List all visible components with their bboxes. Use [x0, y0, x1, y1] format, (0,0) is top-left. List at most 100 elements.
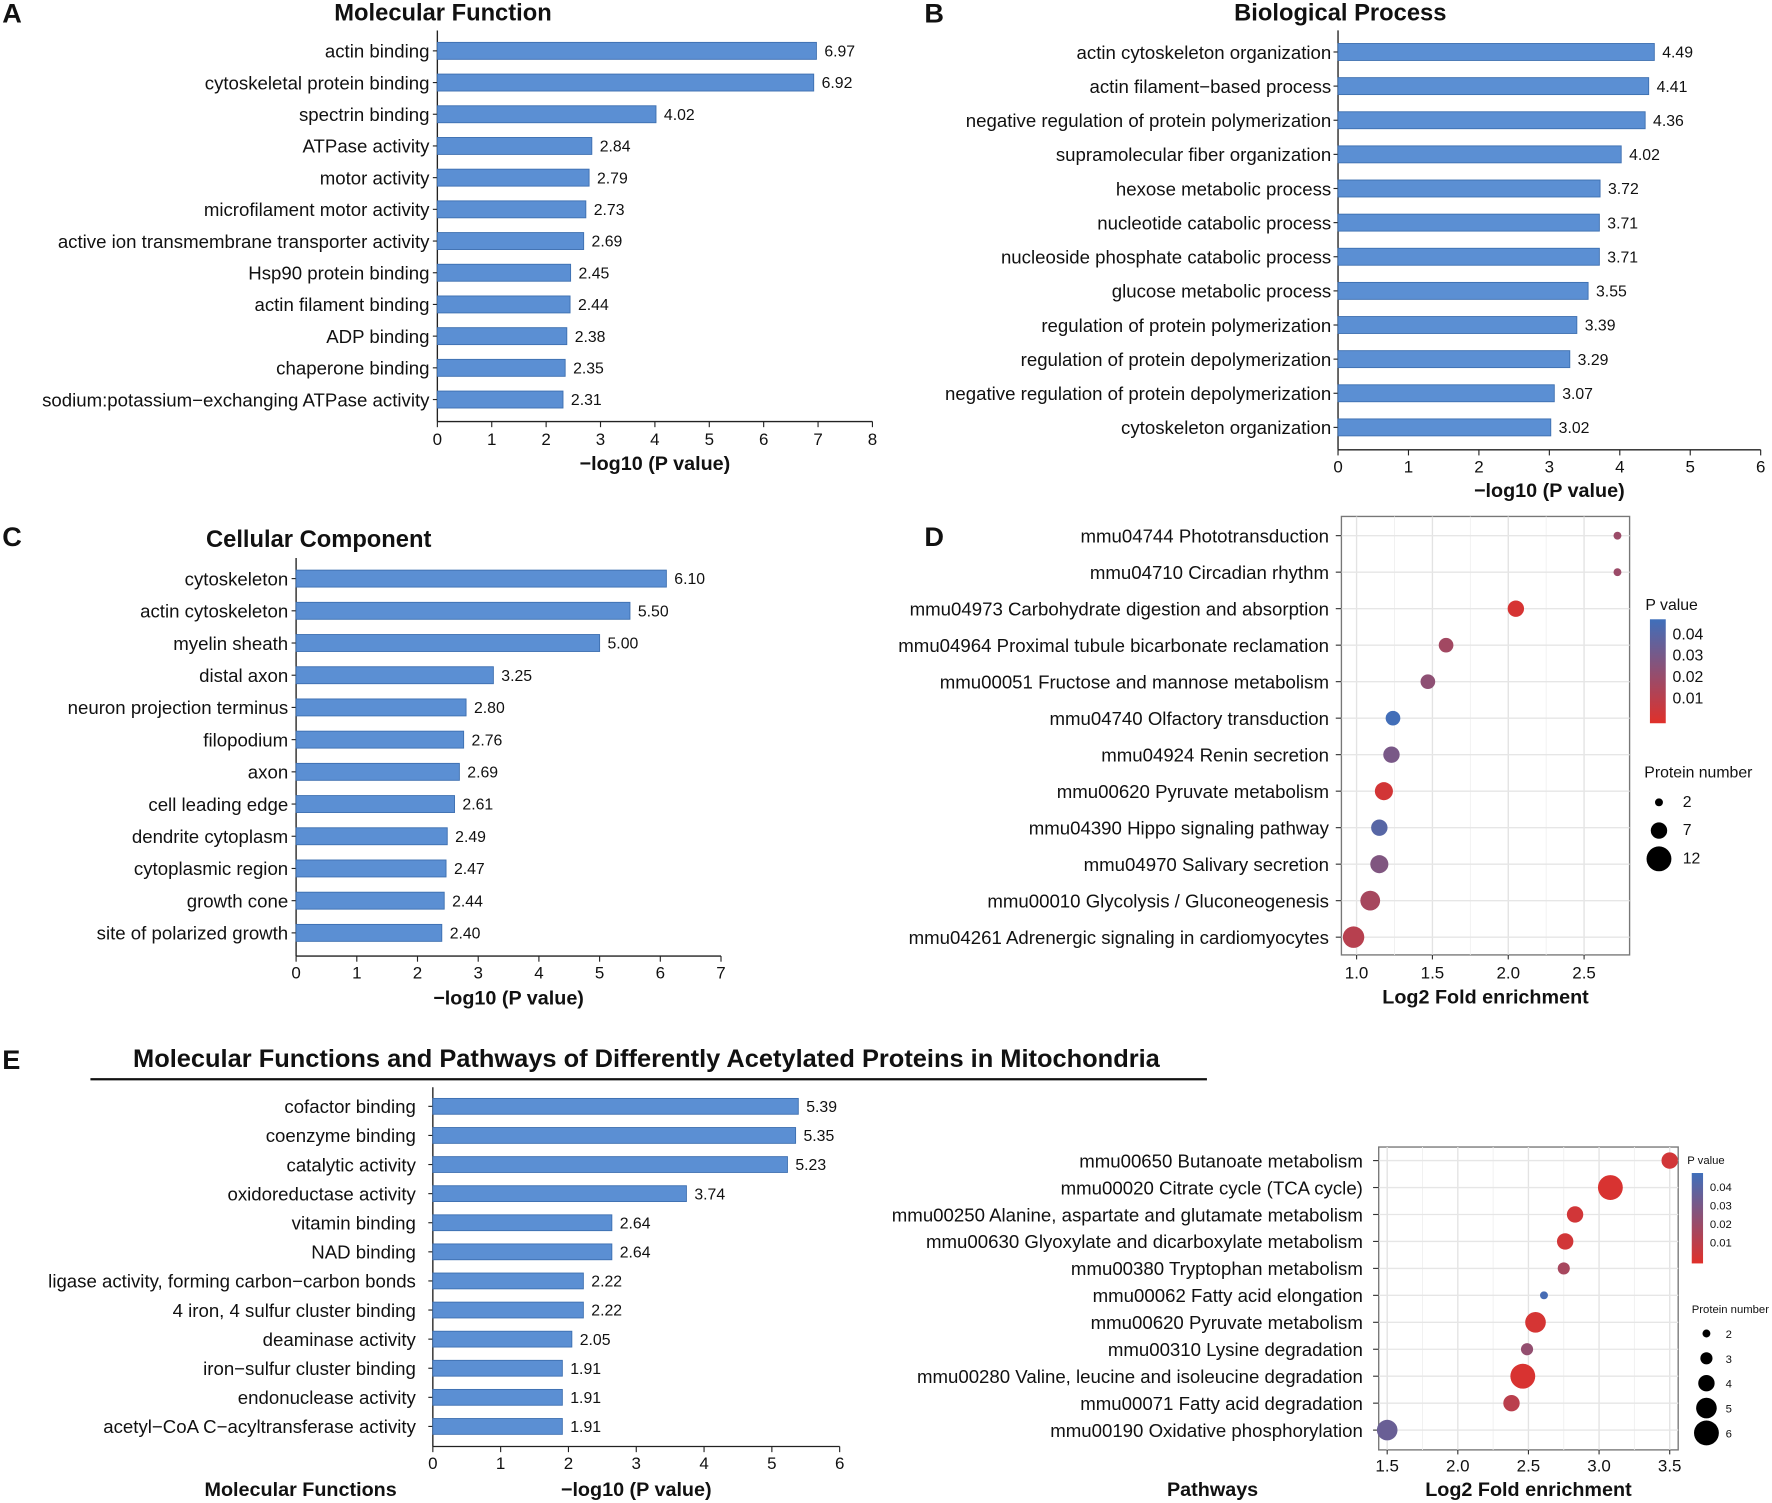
chart-e-value-label: 5.23	[795, 1157, 826, 1174]
chart-d-category-label: mmu04970 Salivary secretion	[1084, 854, 1329, 875]
chart-a-x-tick-label: 3	[596, 430, 605, 449]
chart-c-category-label: actin cytoskeleton	[140, 601, 288, 622]
chart-f-color-legend-tick: 0.03	[1710, 1201, 1732, 1213]
chart-a-category-label: actin binding	[325, 41, 430, 62]
chart-e-x-tick-label: 0	[428, 1454, 437, 1473]
chart-e-x-axis-title: −log10 (P value)	[561, 1479, 712, 1501]
chart-f-size-legend-title: Protein number	[1692, 1304, 1769, 1316]
chart-c-value-label: 2.44	[452, 893, 483, 910]
chart-c-bar	[295, 923, 443, 942]
chart-c-value-label: 2.76	[472, 732, 503, 749]
chart-f-size-legend-dot	[1700, 1352, 1713, 1365]
chart-f-size-legend-label: 6	[1726, 1428, 1732, 1440]
chart-f-category-label: mmu00020 Citrate cycle (TCA cycle)	[1061, 1177, 1363, 1198]
chart-d-size-legend-label: 2	[1683, 794, 1692, 811]
chart-d-size-legend-label: 12	[1683, 850, 1701, 867]
chart-f-category-label: mmu00071 Fatty acid degradation	[1080, 1393, 1363, 1414]
section-e-title: Molecular Functions and Pathways of Diff…	[133, 1045, 1161, 1073]
chart-a-bar	[436, 358, 566, 377]
chart-a-value-label: 2.73	[594, 202, 625, 219]
chart-b-value-label: 4.41	[1657, 79, 1688, 96]
chart-f-x-tick-label: 2.5	[1517, 1456, 1541, 1475]
chart-f-category-label: mmu00280 Valine, leucine and isoleucine …	[917, 1366, 1363, 1387]
chart-c-category-label: axon	[248, 762, 288, 783]
chart-f-point	[1557, 1262, 1570, 1275]
chart-d-category-label: mmu00620 Pyruvate metabolism	[1057, 781, 1329, 802]
chart-a-bar	[436, 105, 657, 124]
chart-e-value-label: 3.74	[694, 1186, 725, 1203]
chart-b-bar	[1337, 350, 1571, 369]
chart-c-value-label: 2.69	[467, 764, 498, 781]
chart-b-bar	[1337, 145, 1622, 164]
chart-a-x-tick-label: 5	[705, 430, 714, 449]
chart-e-y-axis-title: Molecular Functions	[205, 1479, 397, 1501]
chart-a-bar	[436, 263, 572, 282]
chart-b-value-label: 4.36	[1653, 113, 1684, 130]
chart-f-size-legend-label: 5	[1726, 1404, 1732, 1416]
chart-f-point	[1661, 1152, 1678, 1169]
chart-f-x-tick-label: 1.5	[1375, 1456, 1399, 1475]
chart-f-size-legend-dot	[1698, 1375, 1715, 1392]
chart-f-size-legend-dot	[1694, 1420, 1719, 1446]
chart-e-value-label: 5.35	[804, 1128, 835, 1145]
chart-b-category-label: negative regulation of protein depolymer…	[945, 383, 1331, 404]
chart-b-title: Biological Process	[1234, 0, 1446, 26]
chart-b-value-label: 4.49	[1662, 45, 1693, 62]
chart-c-category-label: cytoskeleton	[185, 568, 289, 589]
chart-b-category-label: regulation of protein polymerization	[1041, 315, 1331, 336]
chart-b-category-label: regulation of protein depolymerization	[1021, 349, 1332, 370]
chart-b-bar	[1337, 316, 1578, 334]
chart-d-x-tick-label: 1.0	[1345, 964, 1369, 983]
chart-d-x-tick-label: 1.5	[1421, 964, 1445, 983]
chart-d-category-label: mmu04740 Olfactory transduction	[1049, 708, 1329, 729]
chart-a-value-label: 2.84	[600, 139, 631, 156]
chart-d-category-label: mmu04390 Hippo signaling pathway	[1029, 817, 1330, 838]
chart-f-point	[1520, 1343, 1534, 1356]
chart-b-category-label: nucleotide catabolic process	[1097, 212, 1331, 233]
chart-d-point	[1370, 855, 1389, 874]
chart-c-bar	[295, 891, 445, 910]
chart-b-category-label: hexose metabolic process	[1116, 178, 1331, 199]
chart-c-title: Cellular Component	[206, 527, 431, 553]
chart-f-point	[1597, 1175, 1623, 1200]
chart-f-size-legend-dot	[1702, 1329, 1711, 1338]
chart-e-category-label: coenzyme binding	[266, 1125, 416, 1146]
chart-a-category-label: Hsp90 protein binding	[248, 263, 429, 284]
chart-a-bar	[436, 390, 564, 409]
chart-f-point	[1566, 1206, 1584, 1223]
panel-label-d: D	[924, 521, 944, 552]
chart-e-category-label: catalytic activity	[287, 1154, 417, 1175]
chart-a-value-label: 2.45	[579, 265, 610, 282]
chart-d-point	[1342, 926, 1365, 948]
chart-e-bar	[432, 1418, 563, 1435]
chart-b-x-tick-label: 5	[1686, 457, 1695, 476]
chart-e-value-label: 2.05	[580, 1332, 611, 1349]
chart-b-x-tick-label: 2	[1474, 457, 1483, 476]
chart-e-value-label: 5.39	[806, 1099, 837, 1116]
chart-c-value-label: 5.00	[608, 636, 639, 653]
panel-label-a: A	[2, 0, 22, 29]
chart-d-point	[1507, 600, 1525, 617]
chart-c-category-label: growth cone	[187, 890, 288, 911]
chart-f-category-label: mmu00310 Lysine degradation	[1108, 1339, 1363, 1360]
chart-e-value-label: 2.22	[591, 1303, 622, 1320]
chart-a-value-label: 4.02	[664, 107, 695, 124]
chart-d-color-legend-tick: 0.03	[1673, 648, 1704, 665]
chart-b-value-label: 3.55	[1596, 284, 1627, 301]
chart-d-point	[1374, 782, 1393, 801]
chart-c-value-label: 3.25	[501, 668, 532, 685]
chart-f-point	[1540, 1291, 1548, 1300]
chart-f-category-label: mmu00650 Butanoate metabolism	[1079, 1150, 1363, 1171]
chart-d-x-axis-title: Log2 Fold enrichment	[1382, 987, 1589, 1009]
chart-e-category-label: NAD binding	[311, 1242, 416, 1263]
chart-b-x-tick-label: 0	[1333, 457, 1342, 476]
chart-d-category-label: mmu04924 Renin secretion	[1101, 744, 1329, 765]
chart-e-x-tick-label: 5	[767, 1454, 776, 1473]
chart-b-category-label: cytoskeleton organization	[1121, 417, 1331, 438]
chart-a-x-tick-label: 2	[541, 430, 550, 449]
chart-d-color-legend-tick: 0.02	[1673, 669, 1704, 686]
chart-c-category-label: site of polarized growth	[97, 923, 289, 944]
chart-e-bar	[432, 1214, 613, 1232]
chart-c-value-label: 6.10	[674, 571, 705, 588]
chart-c-bar	[295, 569, 667, 588]
